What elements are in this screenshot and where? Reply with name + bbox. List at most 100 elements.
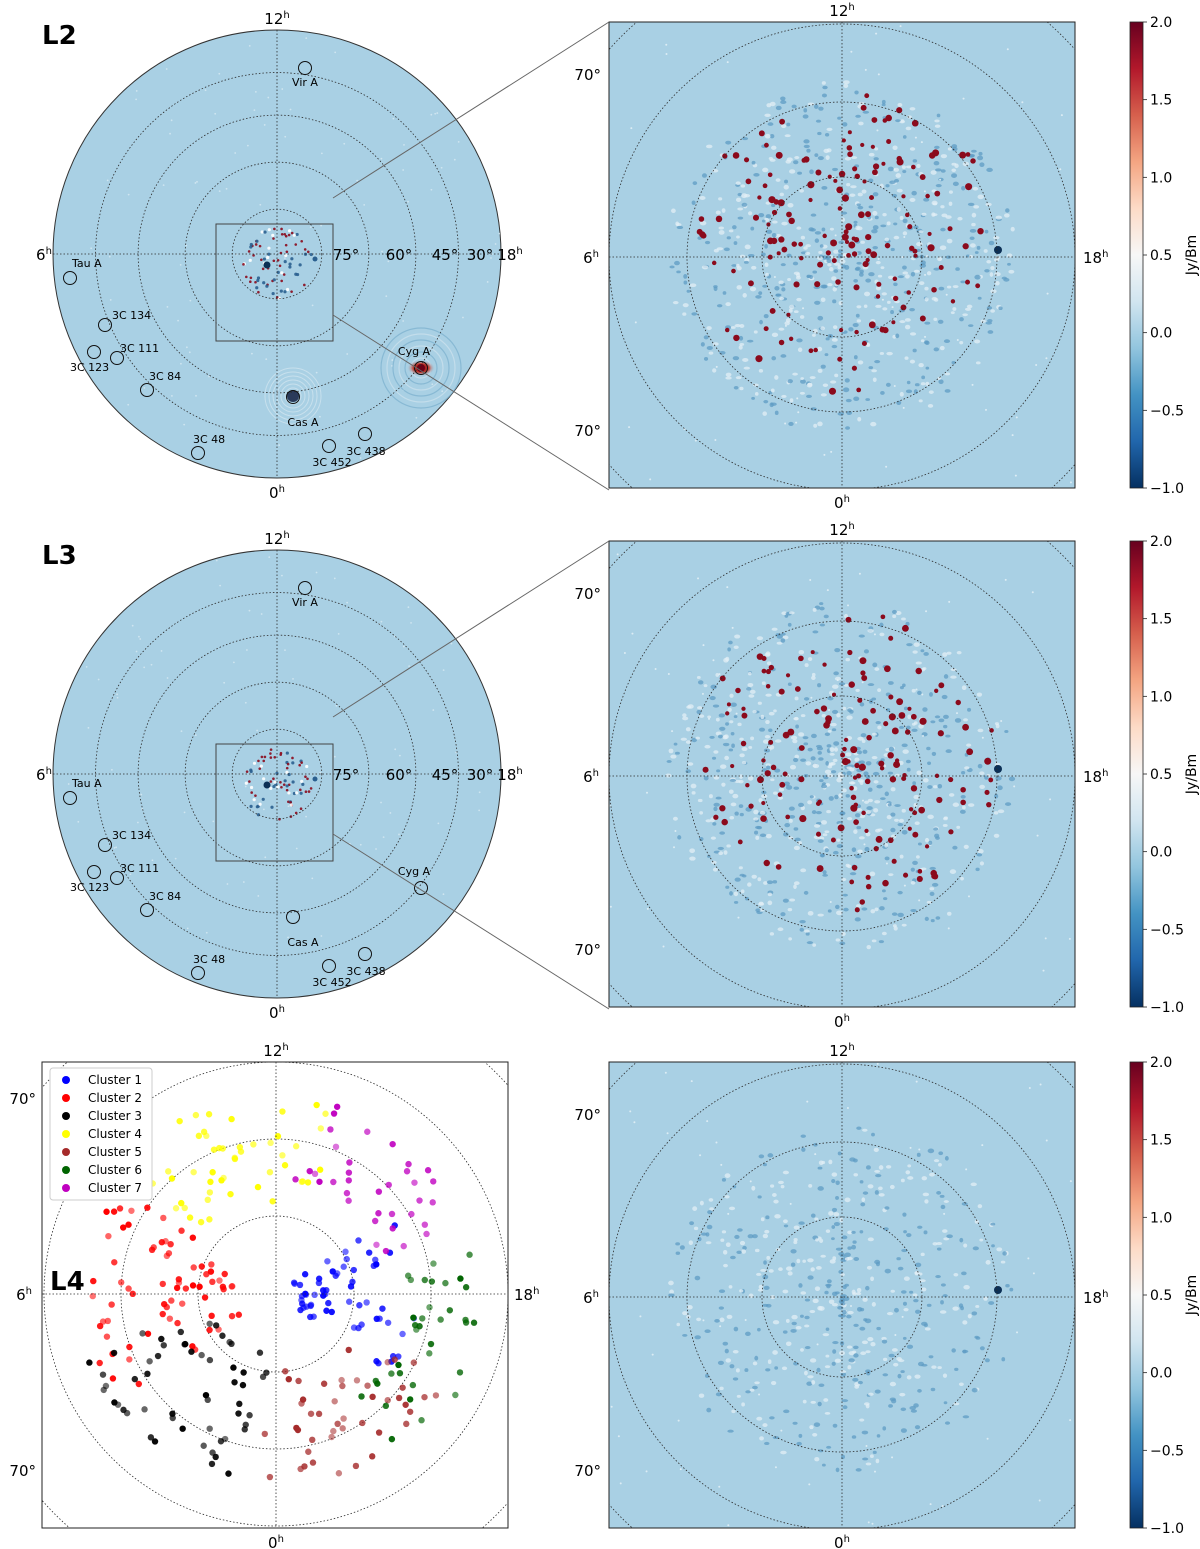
zoom-speckle bbox=[922, 1192, 930, 1197]
zoom-speckle bbox=[787, 908, 793, 912]
zoom-hot-source bbox=[966, 748, 974, 756]
zoom-hot-source bbox=[711, 260, 717, 266]
zoom-speckle bbox=[827, 729, 832, 733]
zoom-speckle bbox=[972, 186, 979, 191]
zoom-speckle bbox=[712, 867, 718, 872]
zoom-speckle bbox=[802, 114, 809, 119]
zoom-speckle bbox=[849, 872, 857, 876]
zoom-speckle bbox=[914, 1271, 920, 1275]
zoom-hot-source bbox=[851, 864, 858, 871]
zoom-faint-speckle bbox=[810, 696, 813, 699]
zoom-speckle bbox=[899, 854, 904, 859]
zoom-speckle bbox=[926, 271, 932, 276]
zoom-hot-source bbox=[896, 158, 904, 166]
zoom-speckle bbox=[764, 1441, 770, 1446]
zoom-speckle bbox=[829, 266, 834, 272]
central-source bbox=[254, 794, 257, 797]
zoom-speckle bbox=[865, 761, 872, 766]
source-label: 3C 111 bbox=[120, 342, 159, 355]
zoom-speckle bbox=[747, 253, 755, 258]
zoom-speckle bbox=[899, 320, 906, 324]
zoom-speckle bbox=[844, 1197, 851, 1203]
zoom-speckle bbox=[829, 227, 834, 231]
zoom-speckle bbox=[742, 293, 747, 298]
zoom-faint-speckle bbox=[834, 234, 837, 237]
zoom-speckle bbox=[815, 744, 823, 748]
zoom-speckle bbox=[824, 1290, 829, 1295]
zoom-faint-speckle bbox=[667, 672, 670, 675]
zoom-speckle bbox=[961, 185, 966, 191]
source-marker bbox=[286, 910, 300, 924]
zoom-speckle bbox=[906, 1344, 914, 1349]
zoom-speckle bbox=[812, 1433, 818, 1437]
zoom-speckle bbox=[835, 938, 841, 942]
sky-speckle bbox=[195, 394, 197, 397]
zoom-speckle bbox=[846, 816, 853, 821]
zoom-speckle bbox=[768, 728, 773, 733]
zoom-faint-speckle bbox=[1042, 969, 1045, 972]
zoom-speckle bbox=[771, 627, 778, 631]
zoom-hot-source bbox=[934, 773, 940, 778]
zoom-speckle bbox=[787, 682, 792, 687]
cluster-point bbox=[261, 1430, 269, 1438]
central-source bbox=[285, 250, 289, 254]
zoom-speckle bbox=[851, 1244, 857, 1250]
cluster-point bbox=[325, 1299, 332, 1307]
zoom-speckle bbox=[867, 1184, 874, 1189]
sky-speckle bbox=[292, 677, 294, 680]
zoom-hot-source bbox=[872, 169, 878, 176]
zoom-speckle bbox=[971, 222, 976, 227]
zoom-speckle bbox=[793, 827, 799, 831]
central-source bbox=[294, 811, 298, 815]
cluster-point bbox=[210, 1146, 218, 1153]
zoom-speckle bbox=[732, 1377, 739, 1381]
zoom-speckle bbox=[790, 1249, 797, 1254]
zoom-faint-speckle bbox=[823, 453, 826, 456]
zoom-speckle bbox=[685, 769, 692, 774]
zoom-hot-source bbox=[765, 684, 771, 689]
sky-speckle bbox=[186, 927, 189, 930]
zoom-speckle bbox=[967, 707, 972, 712]
sky-speckle bbox=[189, 299, 192, 302]
cas-a-ripple bbox=[276, 379, 310, 413]
colorbar-tick-label: 0.0 bbox=[1150, 1366, 1172, 1382]
source-label: Vir A bbox=[292, 76, 318, 89]
zoom-speckle bbox=[685, 740, 691, 744]
sky-speckle bbox=[453, 158, 456, 161]
zoom-speckle bbox=[853, 1345, 859, 1350]
zoom-speckle bbox=[845, 398, 852, 403]
zoom-speckle bbox=[943, 817, 948, 821]
zoom-speckle bbox=[822, 833, 828, 837]
zoom-speckle bbox=[703, 684, 708, 688]
zoom-hot-source bbox=[892, 276, 898, 282]
cluster-point bbox=[203, 1271, 210, 1278]
cluster-point bbox=[375, 1210, 382, 1217]
zoom-speckle bbox=[909, 359, 916, 364]
zoom-speckle bbox=[951, 146, 958, 152]
zoom-speckle bbox=[780, 354, 787, 358]
zoom-speckle bbox=[987, 330, 994, 334]
zoom-hot-source bbox=[930, 869, 937, 877]
zoom-speckle bbox=[853, 355, 858, 360]
central-source bbox=[262, 777, 266, 781]
zoom-speckle bbox=[903, 1276, 910, 1281]
zoom-speckle bbox=[913, 802, 918, 808]
zoom-faint-speckle bbox=[924, 335, 927, 338]
zoom-speckle bbox=[772, 1436, 780, 1440]
sky-speckle bbox=[359, 457, 362, 459]
central-source bbox=[273, 780, 277, 784]
zoom-faint-speckle bbox=[830, 450, 833, 453]
zoom-speckle bbox=[773, 709, 777, 713]
zoom-speckle bbox=[803, 697, 810, 701]
zoom-faint-speckle bbox=[1069, 1180, 1072, 1183]
zoom-speckle bbox=[884, 1268, 892, 1274]
colorbar-tick-label: 0.0 bbox=[1150, 326, 1172, 342]
scatter-dec-label-bottom: 70° bbox=[9, 1462, 36, 1480]
cluster-point bbox=[340, 1415, 347, 1422]
sky-speckle bbox=[415, 416, 418, 419]
bright-central-source bbox=[312, 256, 318, 262]
zoom-speckle bbox=[898, 818, 904, 823]
zoom-speckle bbox=[763, 1260, 767, 1265]
zoom-speckle bbox=[985, 321, 992, 325]
zoom-faint-speckle bbox=[619, 1482, 622, 1485]
